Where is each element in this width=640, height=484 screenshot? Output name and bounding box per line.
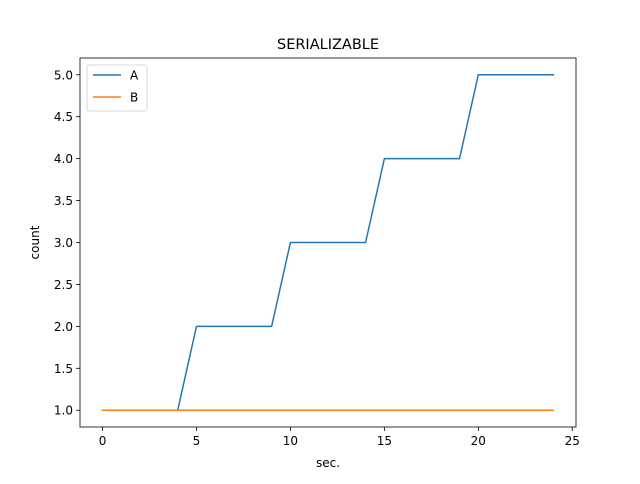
plot-area (101, 74, 555, 411)
legend: A B (86, 64, 148, 112)
y-tick-label: 4.5 (54, 110, 73, 124)
y-tick-label: 2.0 (54, 320, 73, 334)
x-axis-label: sec. (316, 456, 340, 470)
y-tick-label: 5.0 (54, 68, 73, 82)
legend-label-a: A (130, 69, 139, 83)
x-tick-label: 5 (193, 434, 201, 448)
x-tick-label: 25 (565, 434, 580, 448)
y-axis-ticks: 1.0 1.5 2.0 2.5 3.0 3.5 4.0 4.5 5.0 (54, 68, 80, 418)
y-tick-label: 1.0 (54, 404, 73, 418)
x-tick-label: 15 (377, 434, 392, 448)
y-tick-label: 3.0 (54, 236, 73, 250)
y-tick-label: 4.0 (54, 152, 73, 166)
x-axis-ticks: 0 5 10 15 20 25 (99, 427, 580, 448)
x-tick-label: 10 (283, 434, 298, 448)
y-axis-label: count (28, 225, 42, 259)
axes-frame (79, 57, 577, 428)
y-tick-label: 3.5 (54, 194, 73, 208)
x-tick-label: 0 (99, 434, 107, 448)
chart-title: SERIALIZABLE (277, 37, 379, 53)
y-tick-label: 2.5 (54, 278, 73, 292)
legend-label-b: B (130, 91, 138, 105)
x-tick-label: 20 (471, 434, 486, 448)
legend-box (86, 64, 148, 112)
y-tick-label: 1.5 (54, 362, 73, 376)
